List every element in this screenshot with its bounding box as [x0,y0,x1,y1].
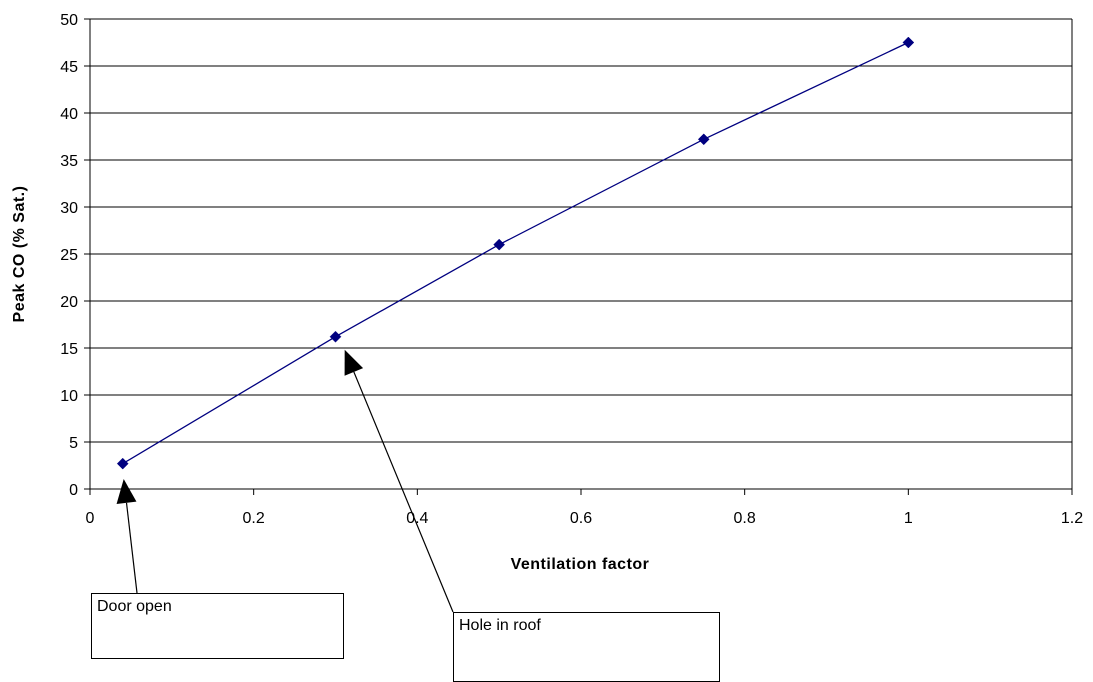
y-tick-label: 20 [60,294,78,311]
axes [84,18,1073,495]
x-tick-label: 0.6 [570,510,592,527]
x-tick-label: 0.2 [243,510,265,527]
x-tick-label: 1 [904,510,913,527]
y-tick-label: 50 [60,12,78,29]
x-tick-label: 0.4 [406,510,428,527]
y-tick-label: 10 [60,388,78,405]
x-tick-labels: 0 0.2 0.4 0.6 0.8 1 1.2 [86,510,1084,527]
annotation-arrows [116,349,454,613]
y-tick-label: 25 [60,247,78,264]
door-open-arrow-head [116,479,137,504]
y-tick-labels: 0 5 10 15 20 25 30 35 40 45 50 [60,12,78,499]
x-axis-title: Ventilation factor [511,556,650,573]
x-tick-label: 1.2 [1061,510,1083,527]
data-point-marker [116,457,129,470]
series-markers [116,36,915,470]
data-point-marker [902,36,915,49]
y-tick-label: 30 [60,200,78,217]
annotation-hole-in-roof: Hole in roof [453,612,720,682]
y-tick-label: 35 [60,153,78,170]
y-tick-label: 15 [60,341,78,358]
y-tick-label: 5 [69,435,78,452]
series-line [122,41,909,465]
gridlines [90,18,1072,443]
hole-in-roof-arrow-shaft [353,371,454,613]
x-tick-label: 0.8 [734,510,756,527]
data-point-marker [493,238,506,251]
y-tick-label: 45 [60,59,78,76]
y-axis-title: Peak CO (% Sat.) [11,186,28,323]
data-point-marker [329,330,342,343]
x-tick-label: 0 [86,510,95,527]
y-tick-label: 0 [69,482,78,499]
data-point-marker [697,133,710,146]
hole-in-roof-arrow-head [344,349,364,376]
series-line [122,41,909,465]
y-tick-label: 40 [60,106,78,123]
door-open-arrow-shaft [125,502,138,594]
annotation-door-open: Door open [91,593,344,659]
